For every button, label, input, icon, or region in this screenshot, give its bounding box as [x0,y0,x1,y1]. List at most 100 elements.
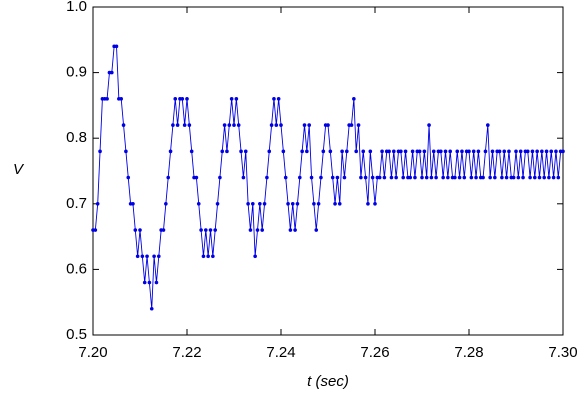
data-point [126,175,131,180]
data-point [243,149,248,154]
data-point [431,149,436,154]
data-point [422,149,427,154]
data-point [535,149,539,154]
data-point [335,175,340,180]
data-point [525,149,530,154]
data-point [300,149,304,154]
data-point [394,175,398,180]
data-point [354,149,359,154]
data-point [236,123,241,127]
data-point [547,175,551,180]
data-point [147,280,152,285]
data-point [283,175,288,180]
y-tick-label: 1.0 [66,0,87,15]
data-point [321,149,326,154]
data-point [194,175,199,180]
data-point [551,175,556,180]
data-point [474,175,478,180]
y-tick-label: 0.5 [66,326,87,343]
data-point [370,175,375,180]
data-point [182,123,187,127]
data-point [401,175,406,180]
y-tick-label: 0.9 [66,64,87,81]
data-point [518,149,523,154]
data-point [262,202,267,206]
data-point [288,228,293,232]
data-point [316,202,321,206]
data-point [443,149,448,154]
x-tick-label: 7.22 [172,344,201,361]
data-point [309,175,314,180]
data-point [326,123,330,127]
data-point [448,149,453,154]
data-point [507,149,511,154]
data-point [255,228,260,232]
data-point [359,175,363,180]
data-point [420,175,424,180]
data-point [533,175,537,180]
data-point [413,175,417,180]
data-point [540,149,544,154]
data-point [145,254,149,259]
data-point [276,97,281,101]
data-point [490,149,495,154]
data-point [514,149,518,154]
data-point [166,175,170,180]
data-point [380,149,384,154]
data-point [408,175,413,180]
data-point [500,175,504,180]
data-point [486,123,490,127]
data-point [168,149,173,154]
data-point [424,175,429,180]
data-point [330,175,335,180]
data-point [196,202,201,206]
data-point [187,123,192,127]
data-point [493,175,497,180]
data-point [142,280,147,285]
data-point [222,123,227,127]
data-point [241,175,246,180]
data-point [173,97,178,101]
x-tick-label: 7.30 [548,344,577,361]
data-point [246,202,250,206]
data-point [260,228,265,232]
x-tick-label: 7.26 [360,344,389,361]
data-point [114,44,119,49]
data-point [279,123,283,127]
data-point [488,175,492,180]
data-point [542,175,546,180]
data-point [462,175,467,180]
data-point [267,149,272,154]
data-point [345,149,349,154]
data-point [121,123,126,127]
data-point [272,97,276,101]
data-point [521,175,525,180]
data-point [483,149,488,154]
data-line [93,45,563,309]
data-point [352,97,356,101]
data-point [511,175,516,180]
data-point [312,202,316,206]
data-point [429,175,434,180]
data-point [460,149,464,154]
x-axis-label: t (sec) [307,373,349,390]
data-point [549,149,554,154]
data-point [363,175,368,180]
data-point [434,175,438,180]
data-point [361,149,366,154]
data-point [164,202,168,206]
data-point [171,123,175,127]
data-point [149,306,154,311]
data-point [229,97,234,101]
data-point [199,228,203,232]
data-point [328,149,333,154]
data-point [349,123,354,127]
data-point [439,149,443,154]
data-point [239,149,243,154]
data-point [95,202,100,206]
data-point [290,202,295,206]
data-point [387,149,391,154]
data-point [302,123,307,127]
data-point [554,149,558,154]
